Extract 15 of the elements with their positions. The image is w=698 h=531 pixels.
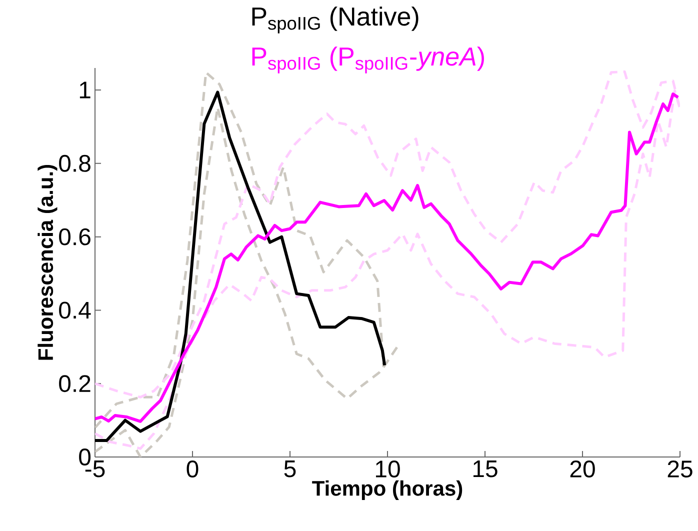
text: P$_{spoIIG}$ (Native) (252, 6, 418, 34)
x-axis-title: Tiempo (horas) (312, 480, 462, 500)
text: P$_{spoIIG}$ (P$_{spoIIG}$-yneA) (252, 46, 484, 74)
x-tick-label: 20 (570, 460, 595, 478)
x-tick-label: 25 (668, 460, 692, 478)
y-tick-label: 1 (80, 82, 90, 98)
x-tick-label: 15 (473, 460, 498, 478)
y-tick-label: 0.2 (59, 375, 90, 392)
y-tick-label: 0.6 (59, 228, 90, 246)
y-axis-title: Fluorescencia (a.u.) (38, 164, 58, 360)
x-tick-label: 5 (284, 460, 296, 478)
y-tick-label: 0.8 (59, 154, 90, 172)
y-tick-label: 0.4 (59, 302, 91, 319)
x-tick-label: 0 (186, 460, 198, 478)
x-tick-label: 10 (376, 460, 400, 478)
